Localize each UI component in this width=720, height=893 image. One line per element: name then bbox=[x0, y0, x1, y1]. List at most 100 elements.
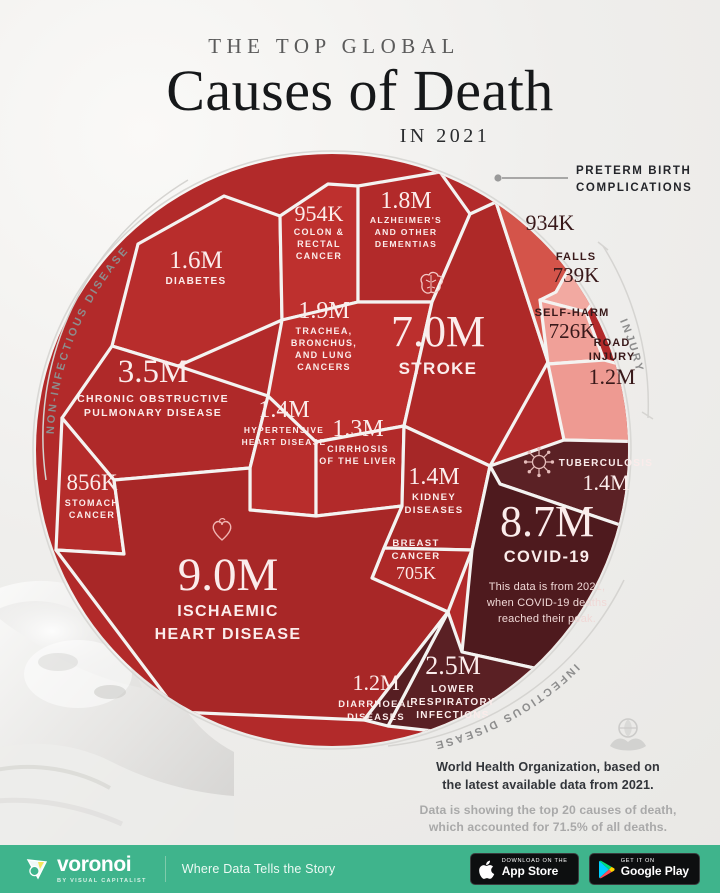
google-play-badge[interactable]: GET IT ON Google Play bbox=[588, 853, 700, 885]
name-hyper-l1: HYPERTENSIVE bbox=[244, 425, 324, 435]
label-colon-rectal-cancer: 954K COLON & RECTAL CANCER bbox=[294, 201, 345, 261]
who-logo-icon bbox=[610, 718, 646, 751]
label-kidney-diseases: 1.4M KIDNEY DISEASES bbox=[405, 464, 464, 516]
value-kidney: 1.4M bbox=[408, 464, 459, 490]
name-stom-l1: STOMACH bbox=[65, 498, 119, 508]
callout-preterm-birth: PRETERM BIRTH COMPLICATIONS bbox=[494, 165, 692, 194]
name-isch-l1: ISCHAEMIC bbox=[177, 603, 278, 620]
label-lung-cancers: 1.9M TRACHEA, BRONCHUS, AND LUNG CANCERS bbox=[291, 298, 357, 372]
voronoi-mark-icon bbox=[26, 859, 48, 880]
name-stroke: STROKE bbox=[399, 359, 478, 378]
voronoi-wordmark: voronoi bbox=[57, 853, 132, 876]
footer-divider bbox=[164, 856, 166, 882]
app-badges: Download on the App Store GET IT ON Goog… bbox=[469, 853, 700, 885]
value-colon-rectal-cancer: 954K bbox=[295, 201, 344, 226]
name-hyper-l2: HEART DISEASE bbox=[242, 437, 327, 447]
name-lung-l3: AND LUNG bbox=[295, 350, 353, 360]
value-lung-cancers: 1.9M bbox=[298, 298, 349, 324]
value-lower-respiratory: 2.5M bbox=[425, 651, 481, 680]
value-covid-19: 8.7M bbox=[500, 497, 594, 546]
google-play-large-label: Google Play bbox=[620, 863, 689, 878]
source-line2: the latest available data from 2021. bbox=[442, 778, 654, 793]
app-store-badge[interactable]: Download on the App Store bbox=[469, 853, 579, 885]
label-road-injury: ROAD INJURY 1.2M bbox=[588, 337, 635, 389]
callout-label-l2: COMPLICATIONS bbox=[576, 182, 692, 194]
label-ischaemic-heart-disease: 9.0M ISCHAEMIC HEART DISEASE bbox=[155, 517, 302, 643]
heart-icon bbox=[212, 517, 232, 541]
source-line1: World Health Organization, based on bbox=[436, 760, 660, 774]
value-falls: 739K bbox=[553, 263, 600, 287]
label-lower-respiratory-infections: 2.5M LOWER RESPIRATORY INFECTIONS bbox=[410, 651, 495, 721]
apple-icon bbox=[478, 860, 494, 879]
value-breast-cancer: 705K bbox=[396, 563, 436, 583]
label-falls: FALLS 739K bbox=[553, 251, 600, 287]
label-copd: 3.5M CHRONIC OBSTRUCTIVE PULMONARY DISEA… bbox=[77, 354, 229, 419]
value-hypertensive: 1.4M bbox=[258, 397, 309, 423]
app-store-small-label: Download on the bbox=[501, 858, 568, 865]
label-hypertensive-heart-disease: 1.4M HYPERTENSIVE HEART DISEASE bbox=[242, 397, 327, 447]
footer-tagline: Where Data Tells the Story bbox=[181, 862, 336, 876]
name-lung-l1: TRACHEA, bbox=[296, 326, 353, 336]
name-diabetes: DIABETES bbox=[166, 276, 227, 287]
name-lung-l2: BRONCHUS, bbox=[291, 338, 357, 348]
value-ischaemic: 9.0M bbox=[178, 549, 279, 601]
callout-label-l1: PRETERM BIRTH bbox=[576, 165, 691, 177]
name-falls: FALLS bbox=[556, 251, 596, 263]
name-breast-l1: BREAST bbox=[392, 538, 439, 549]
name-isch-l2: HEART DISEASE bbox=[155, 626, 302, 643]
source-line3: Data is showing the top 20 causes of dea… bbox=[419, 802, 677, 817]
label-covid-19: 8.7M COVID-19 This data is from 2021, wh… bbox=[486, 446, 607, 625]
label-cirrhosis: 1.3M CIRRHOSIS OF THE LIVER bbox=[319, 416, 397, 466]
name-lri-l3: INFECTIONS bbox=[416, 710, 490, 721]
header: THE TOP GLOBAL Causes of Death IN 2021 bbox=[0, 34, 720, 148]
callout-dot bbox=[494, 174, 502, 182]
voronoi-byline: BY VISUAL CAPITALIST bbox=[57, 878, 147, 884]
header-kicker: THE TOP GLOBAL bbox=[208, 34, 460, 58]
name-copd-l1: CHRONIC OBSTRUCTIVE bbox=[77, 393, 229, 405]
page-title: Causes of Death bbox=[166, 58, 554, 123]
name-cirr-l2: OF THE LIVER bbox=[319, 456, 397, 466]
name-colon-l2: RECTAL bbox=[297, 239, 341, 249]
value-stomach-cancer: 856K bbox=[66, 470, 118, 495]
covid-note-l1: This data is from 2021, bbox=[489, 581, 606, 593]
label-diarrhoeal-diseases: 1.2M DIARRHOEAL DISEASES bbox=[338, 670, 414, 722]
name-lri-l2: RESPIRATORY bbox=[410, 697, 495, 708]
chart-outer-ring bbox=[32, 150, 632, 750]
name-colon-l1: COLON & bbox=[294, 227, 345, 237]
header-subtitle: IN 2021 bbox=[399, 124, 491, 147]
source-note: World Health Organization, based on the … bbox=[398, 758, 698, 837]
name-covid-19: COVID-19 bbox=[504, 548, 591, 566]
value-copd: 3.5M bbox=[118, 354, 189, 390]
value-diabetes: 1.6M bbox=[169, 247, 222, 274]
name-self-harm: SELF-HARM bbox=[535, 307, 610, 319]
name-diar-l2: DISEASES bbox=[347, 711, 405, 722]
label-diabetes: 1.6M DIABETES bbox=[166, 247, 227, 287]
footer-bar: voronoi BY VISUAL CAPITALIST Where Data … bbox=[0, 845, 720, 893]
google-play-icon bbox=[598, 860, 615, 878]
value-self-harm: 726K bbox=[549, 319, 596, 343]
voronoi-logo[interactable]: voronoi BY VISUAL CAPITALIST bbox=[24, 854, 147, 884]
covid-note-l2: when COVID-19 deaths bbox=[486, 597, 607, 609]
name-lung-l4: CANCERS bbox=[297, 362, 351, 372]
source-line4: which accounted for 71.5% of all deaths. bbox=[428, 820, 668, 835]
value-preterm-birth: 934K bbox=[526, 210, 575, 235]
value-stroke: 7.0M bbox=[391, 307, 485, 356]
cell-ischaemic-heart-disease[interactable] bbox=[54, 466, 450, 722]
name-alz-l2: AND OTHER bbox=[375, 227, 438, 237]
label-breast-cancer: BREAST CANCER 705K bbox=[392, 538, 441, 583]
name-road-l2: INJURY bbox=[589, 351, 636, 363]
name-alz-l3: DEMENTIAS bbox=[375, 239, 437, 249]
name-copd-l2: PULMONARY DISEASE bbox=[84, 407, 222, 419]
label-stroke: 7.0M STROKE bbox=[391, 271, 485, 378]
voronoi-cells bbox=[36, 154, 628, 746]
label-alzheimers: 1.8M ALZHEIMER'S AND OTHER DEMENTIAS bbox=[370, 188, 442, 249]
cell-diarrhoeal-diseases[interactable] bbox=[362, 610, 450, 728]
name-diar-l1: DIARRHOEAL bbox=[338, 698, 414, 709]
label-stomach-cancer: 856K STOMACH CANCER bbox=[65, 470, 119, 520]
name-lri-l1: LOWER bbox=[431, 684, 475, 695]
name-tuberculosis: TUBERCULOSIS bbox=[559, 458, 654, 469]
name-breast-l2: CANCER bbox=[392, 551, 441, 562]
name-alz-l1: ALZHEIMER'S bbox=[370, 215, 442, 225]
name-cirr-l1: CIRRHOSIS bbox=[327, 444, 389, 454]
name-kidney-l2: DISEASES bbox=[405, 505, 464, 516]
